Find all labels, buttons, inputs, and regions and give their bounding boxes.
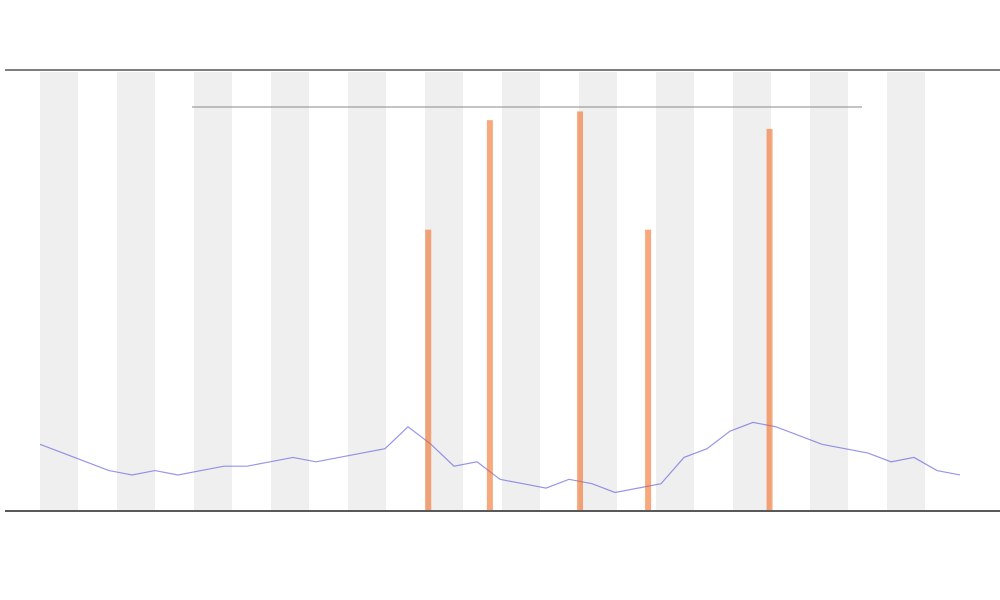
spike xyxy=(577,111,584,511)
band xyxy=(656,72,694,510)
data-line xyxy=(39,421,961,494)
spike xyxy=(766,128,773,510)
band xyxy=(425,72,463,510)
band xyxy=(194,72,232,510)
spike xyxy=(425,229,432,510)
spike xyxy=(486,120,493,511)
band xyxy=(40,72,78,510)
band xyxy=(887,72,925,510)
band xyxy=(810,72,848,510)
band xyxy=(579,72,617,510)
band xyxy=(733,72,771,510)
band xyxy=(348,72,386,510)
band xyxy=(502,72,540,510)
background-bands xyxy=(40,72,925,510)
band xyxy=(117,72,155,510)
band xyxy=(271,72,309,510)
spike xyxy=(645,229,652,510)
